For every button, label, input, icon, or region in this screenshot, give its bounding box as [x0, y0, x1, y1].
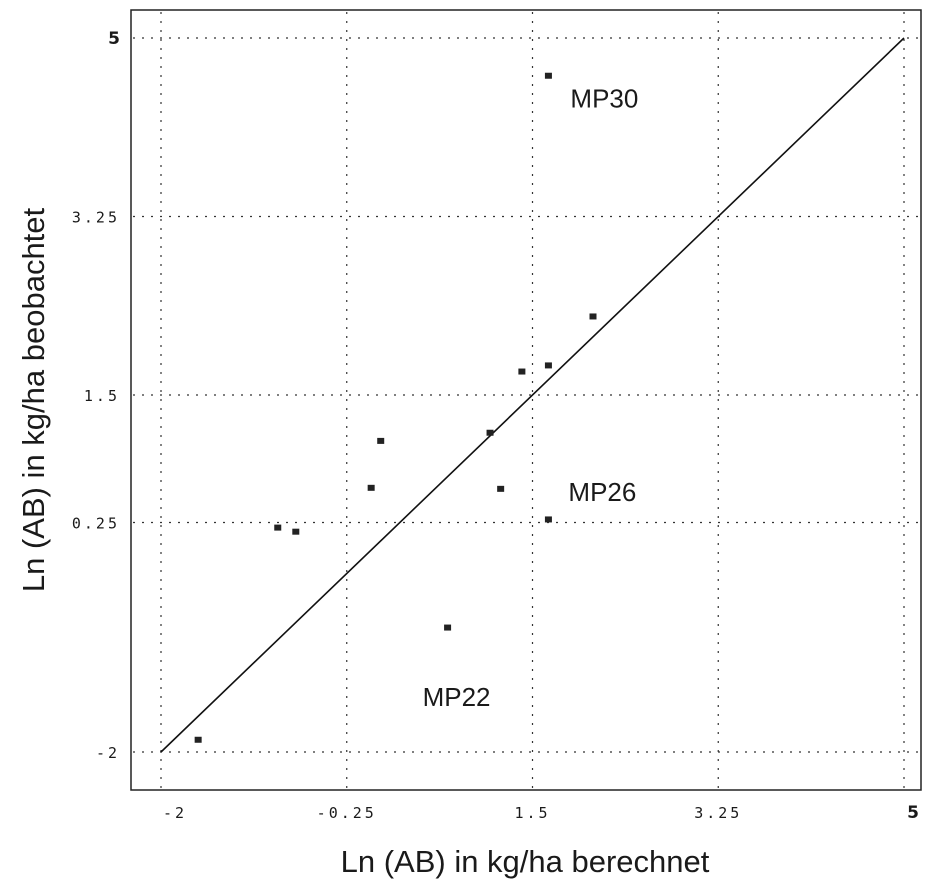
- x-tick-label: 3.25: [694, 804, 742, 822]
- tick-labels: -2 -0.25 1.5 3.25 5 -2 0.25 1.5 3.25 5: [72, 29, 919, 823]
- data-point: [544, 362, 552, 369]
- data-point: [589, 313, 597, 320]
- data-point: [486, 429, 494, 436]
- x-tick-label: -0.25: [317, 804, 377, 822]
- data-point: [544, 516, 552, 523]
- data-point: [444, 624, 452, 631]
- data-point: [194, 736, 202, 743]
- y-tick-label: 1.5: [84, 387, 120, 405]
- reference-line-group: [160, 37, 905, 753]
- data-point: [518, 368, 526, 375]
- y-axis-label: Ln (AB) in kg/ha beobachtet: [16, 207, 51, 592]
- data-point: [544, 72, 552, 79]
- data-point: [367, 484, 375, 491]
- point-annotation: MP26: [568, 477, 636, 507]
- reference-line: [160, 37, 905, 753]
- data-point: [274, 524, 282, 531]
- y-tick-label: -2: [96, 744, 120, 762]
- data-point: [377, 437, 385, 444]
- x-tick-label: 1.5: [514, 804, 550, 822]
- x-tick-label: 5: [907, 803, 919, 823]
- data-point: [497, 485, 505, 492]
- grid-lines: [133, 12, 919, 788]
- y-tick-label: 5: [108, 29, 120, 49]
- y-tick-label: 3.25: [72, 209, 120, 227]
- data-points: [194, 72, 597, 743]
- x-tick-label: -2: [163, 804, 187, 822]
- point-annotation: MP30: [570, 84, 638, 114]
- point-annotation: MP22: [423, 682, 491, 712]
- x-axis-label: Ln (AB) in kg/ha berechnet: [341, 844, 710, 879]
- data-point: [292, 528, 300, 535]
- point-annotations: MP30 MP26 MP22: [423, 84, 639, 712]
- plot-frame: [130, 9, 922, 791]
- y-tick-label: 0.25: [72, 515, 120, 533]
